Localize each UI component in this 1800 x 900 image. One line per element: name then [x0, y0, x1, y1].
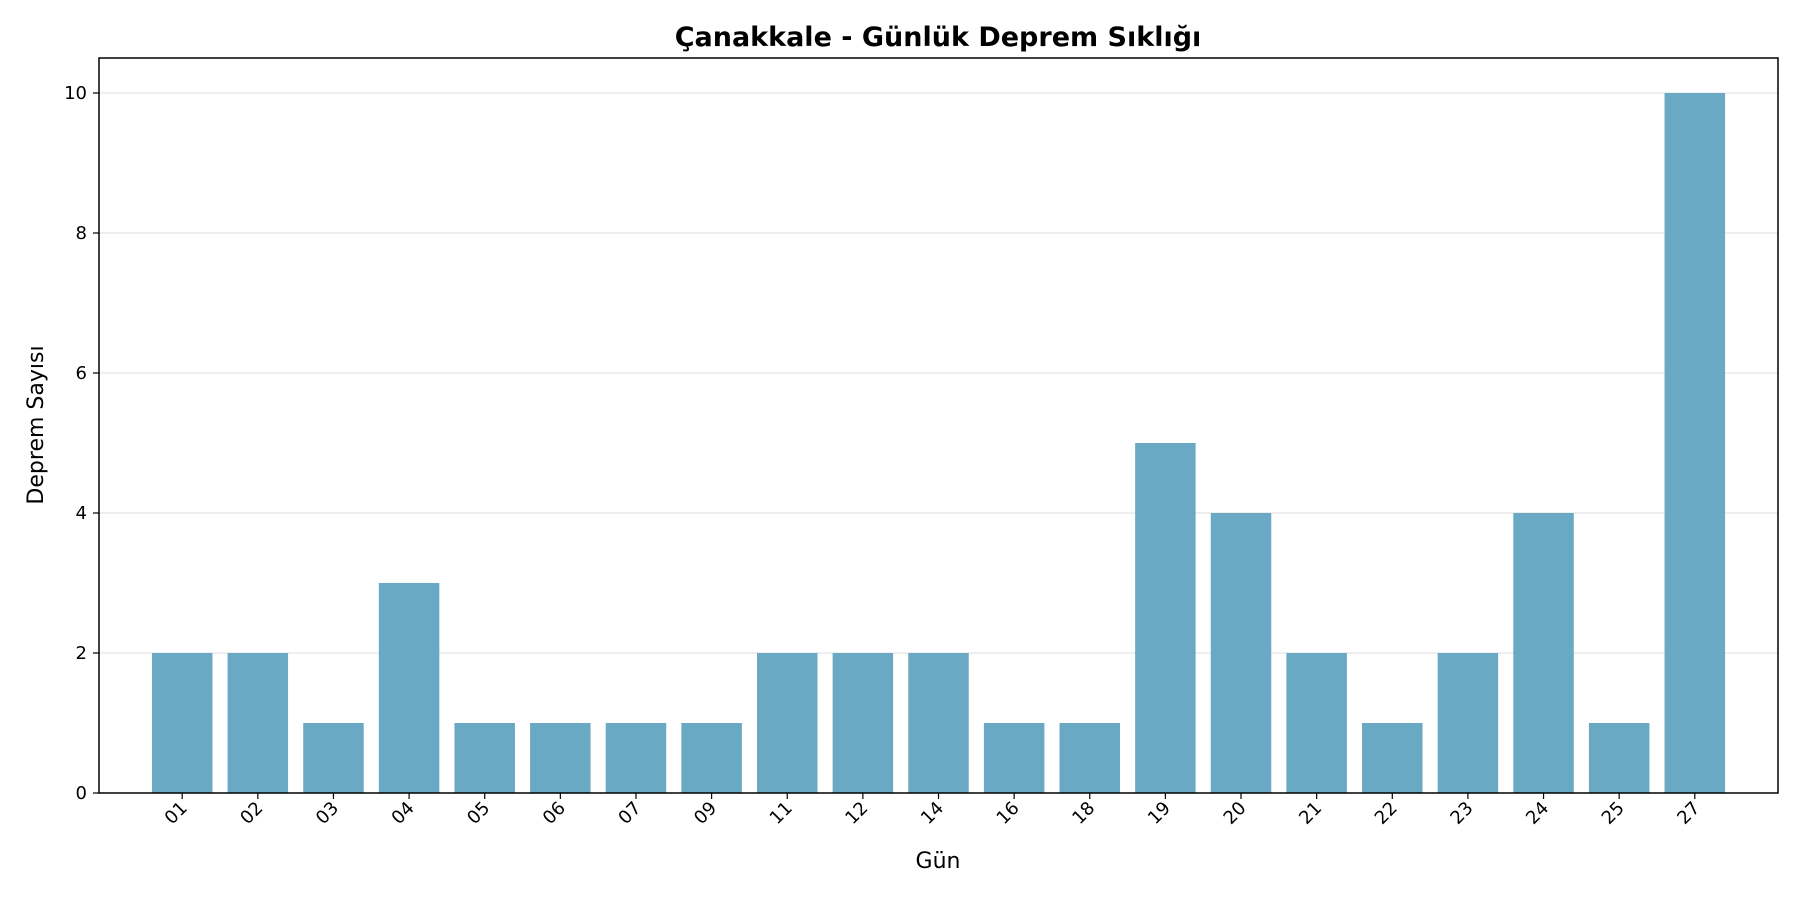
x-tick-label: 12	[841, 798, 872, 829]
x-tick-label: 19	[1144, 798, 1175, 829]
y-tick-label: 6	[76, 363, 87, 384]
y-tick-label: 8	[76, 223, 87, 244]
x-tick-label: 23	[1446, 798, 1477, 829]
x-tick-label: 21	[1295, 798, 1326, 829]
bar-25	[1588, 723, 1650, 793]
x-tick-label: 11	[766, 798, 797, 829]
x-tick-label: 03	[312, 798, 343, 829]
bar-27	[1664, 93, 1726, 793]
bar-20	[1210, 513, 1272, 793]
x-axis-ticks: 01 02 03 04 05 06 07 09 11 12 14 16 18 19 20 21 22 23 24 25…	[161, 793, 1704, 829]
y-tick-label: 2	[76, 643, 87, 664]
bar-02	[227, 653, 289, 793]
bar-21	[1286, 653, 1347, 793]
x-tick-label: 02	[236, 798, 267, 829]
x-tick-label: 24	[1522, 798, 1553, 829]
y-tick-label: 10	[64, 83, 87, 104]
x-axis-label: Gün	[916, 849, 961, 874]
x-tick-label: 05	[463, 798, 494, 829]
x-tick-label: 18	[1068, 798, 1099, 829]
bar-11	[756, 653, 818, 793]
bar-06	[530, 723, 591, 793]
x-tick-label: 20	[1220, 798, 1251, 829]
x-tick-label: 14	[917, 798, 948, 829]
y-axis-label: Deprem Sayısı	[24, 345, 49, 504]
x-tick-label: 06	[539, 798, 570, 829]
bar-18	[1059, 723, 1121, 793]
x-tick-label: 01	[161, 798, 192, 829]
x-tick-label: 04	[388, 798, 419, 829]
bar-14	[908, 653, 969, 793]
bar-19	[1135, 443, 1196, 793]
bar-16	[983, 723, 1045, 793]
bar-09	[681, 723, 742, 793]
x-tick-label: 09	[690, 798, 721, 829]
bar-04	[378, 583, 440, 793]
bar-05	[454, 723, 515, 793]
bar-24	[1513, 513, 1574, 793]
y-axis-ticks: 0 2 4 6 8 10	[64, 83, 99, 804]
x-tick-label: 27	[1673, 798, 1704, 829]
bar-23	[1437, 653, 1499, 793]
plot-frame	[98, 57, 1779, 794]
bar-12	[832, 653, 894, 793]
bar-03	[303, 723, 364, 793]
y-tick-label: 0	[76, 783, 87, 804]
bar-07	[605, 723, 667, 793]
y-tick-label: 4	[76, 503, 87, 524]
x-tick-label: 16	[993, 798, 1024, 829]
bar-01	[151, 653, 213, 793]
chart-title: Çanakkale - Günlük Deprem Sıklığı	[675, 22, 1202, 53]
x-tick-label: 07	[614, 798, 645, 829]
bars	[151, 93, 1726, 793]
bar-22	[1362, 723, 1423, 793]
x-tick-label: 25	[1598, 798, 1629, 829]
x-tick-label: 22	[1371, 798, 1402, 829]
